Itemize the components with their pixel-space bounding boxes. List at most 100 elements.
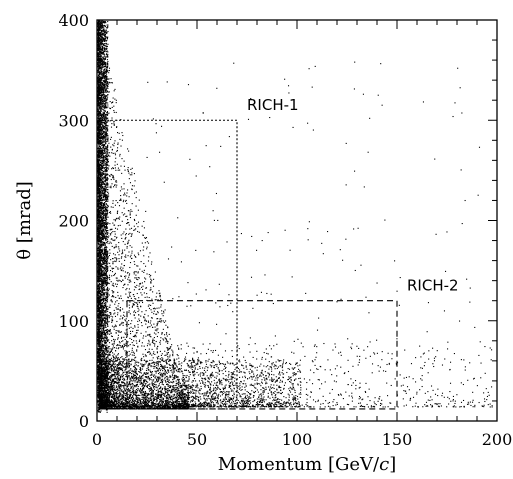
data-point	[105, 283, 107, 286]
data-point	[122, 397, 124, 400]
data-point	[106, 242, 108, 244]
data-point	[103, 63, 105, 65]
data-point	[102, 299, 105, 301]
data-point	[133, 359, 135, 361]
data-point	[113, 386, 115, 388]
data-point	[106, 253, 108, 255]
data-point	[101, 98, 103, 100]
data-point	[98, 61, 100, 63]
data-point	[103, 48, 105, 50]
data-point	[102, 85, 104, 87]
data-point	[159, 296, 161, 298]
data-point	[106, 24, 108, 26]
data-point	[99, 273, 101, 275]
data-point	[97, 213, 99, 215]
data-point	[97, 143, 99, 145]
data-point	[97, 105, 99, 107]
data-point	[103, 355, 106, 357]
data-point	[103, 203, 105, 206]
data-point	[103, 231, 105, 233]
data-point	[103, 178, 105, 180]
data-point	[145, 278, 147, 280]
data-point	[100, 298, 102, 300]
data-point	[116, 357, 118, 359]
data-point	[107, 117, 109, 119]
data-point	[134, 366, 136, 368]
data-point	[99, 164, 101, 166]
data-point	[97, 230, 99, 232]
data-point	[97, 172, 99, 174]
data-point	[106, 159, 109, 161]
data-point	[101, 184, 103, 186]
data-point	[103, 206, 105, 209]
data-point	[106, 309, 108, 311]
data-point	[98, 85, 100, 88]
data-point	[104, 347, 106, 350]
data-point	[101, 226, 104, 228]
data-point	[102, 336, 104, 338]
data-point	[103, 266, 105, 268]
data-point	[101, 244, 103, 246]
data-point	[106, 204, 108, 206]
data-point	[106, 279, 108, 281]
data-point	[104, 194, 106, 196]
data-point	[100, 271, 102, 273]
data-point	[102, 300, 105, 302]
data-point	[97, 377, 99, 379]
data-point	[107, 277, 109, 279]
data-point	[103, 323, 105, 325]
data-point	[102, 398, 104, 400]
data-point	[104, 98, 106, 100]
data-point	[168, 348, 170, 350]
data-point	[105, 196, 107, 198]
data-point	[97, 270, 99, 272]
data-point	[99, 129, 101, 131]
data-point	[106, 291, 108, 293]
data-point	[102, 195, 104, 197]
data-point	[106, 112, 108, 114]
data-point	[97, 273, 99, 275]
data-point	[101, 116, 103, 118]
data-point	[97, 110, 99, 112]
data-point	[100, 186, 102, 188]
data-point	[100, 244, 102, 246]
data-point	[104, 71, 106, 73]
data-point	[104, 383, 106, 385]
data-point	[104, 30, 106, 32]
data-point	[98, 205, 100, 207]
data-point	[102, 324, 104, 326]
data-point	[100, 313, 102, 315]
data-point	[107, 207, 109, 209]
data-point	[106, 173, 108, 175]
data-point	[97, 228, 99, 231]
data-point	[99, 186, 101, 188]
data-point	[99, 202, 101, 204]
data-point	[102, 199, 104, 201]
data-point	[97, 301, 99, 303]
data-point	[98, 65, 100, 67]
data-point	[104, 238, 107, 240]
data-point	[120, 165, 122, 167]
data-point	[105, 173, 107, 175]
data-point	[97, 328, 99, 330]
data-point	[97, 343, 99, 345]
data-point	[102, 165, 104, 168]
data-point	[103, 62, 106, 64]
data-point	[103, 123, 105, 125]
data-point	[101, 201, 103, 203]
data-point	[99, 132, 102, 134]
data-point	[98, 71, 100, 73]
data-point	[97, 136, 99, 138]
data-point	[104, 264, 106, 266]
data-point	[105, 199, 108, 201]
data-point	[97, 22, 99, 25]
data-point	[97, 48, 99, 50]
data-point	[108, 142, 110, 144]
data-point	[103, 115, 105, 117]
data-point	[164, 365, 166, 367]
data-point	[107, 363, 109, 365]
data-point	[97, 41, 99, 43]
data-point	[97, 149, 99, 151]
data-point	[105, 81, 107, 83]
data-point	[98, 310, 100, 312]
